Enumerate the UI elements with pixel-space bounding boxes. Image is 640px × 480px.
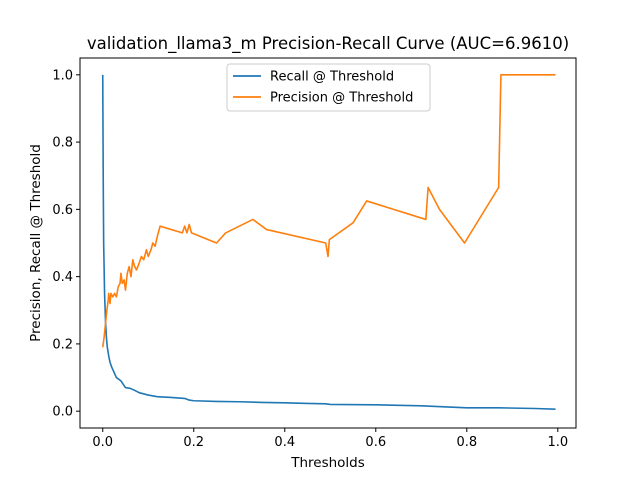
legend-label: Recall @ Threshold (270, 70, 394, 85)
x-tick-label: 1.0 (547, 435, 568, 450)
legend-box (226, 63, 431, 112)
x-axis: 0.0 0.2 0.4 0.6 0.8 1.0 (92, 428, 568, 450)
x-axis-label: Thresholds (290, 455, 365, 471)
y-tick-label: 0.2 (52, 337, 73, 352)
y-tick-label: 0.8 (52, 136, 73, 151)
x-tick-label: 0.4 (274, 435, 295, 450)
chart-title: validation_llama3_m Precision-Recall Cur… (87, 34, 569, 54)
x-tick-label: 0.0 (92, 435, 113, 450)
series-line-recall (101, 74, 556, 410)
y-tick-label: 0.6 (52, 203, 73, 218)
plot-area (101, 74, 556, 410)
x-tick-label: 0.8 (456, 435, 477, 450)
y-tick-label: 0.4 (52, 270, 73, 285)
legend: Recall @ Threshold Precision @ Threshold (226, 63, 431, 112)
axes-frame (79, 57, 577, 429)
x-tick-label: 0.2 (183, 435, 204, 450)
legend-label: Precision @ Threshold (270, 91, 413, 106)
y-tick-label: 0.0 (52, 405, 73, 420)
y-axis: 0.0 0.2 0.4 0.6 0.8 1.0 (52, 68, 80, 420)
y-axis-label: Precision, Recall @ Threshold (28, 144, 44, 342)
x-tick-label: 0.6 (365, 435, 386, 450)
y-tick-label: 1.0 (52, 68, 73, 83)
series-line-precision (101, 74, 556, 348)
